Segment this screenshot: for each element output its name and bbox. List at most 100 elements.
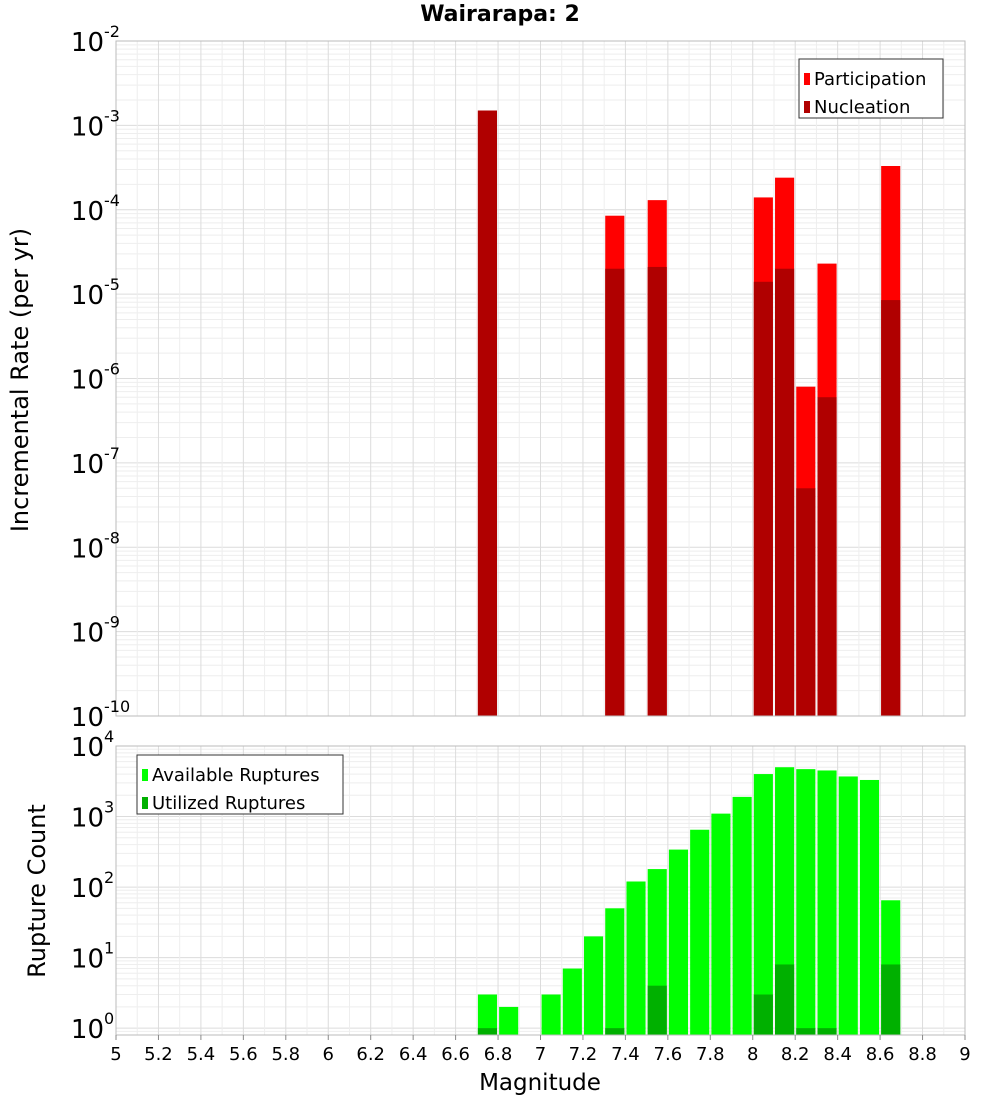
y-tick-base: 10 bbox=[71, 945, 104, 975]
y-tick-base: 10 bbox=[71, 450, 104, 480]
available-ruptures-bar bbox=[711, 813, 731, 1035]
available-ruptures-bar bbox=[732, 796, 752, 1035]
available-ruptures-bar bbox=[753, 774, 773, 1035]
top-legend: Participation Nucleation bbox=[798, 58, 944, 119]
y-tick-exponent: 1 bbox=[104, 939, 114, 958]
legend-swatch bbox=[142, 797, 148, 809]
bottom-legend: Available Ruptures Utilized Ruptures bbox=[136, 754, 344, 815]
y-tick-label: 10 2 bbox=[71, 868, 114, 904]
x-tick-label: 6.6 bbox=[441, 1044, 470, 1065]
y-tick-label: 10 1 bbox=[71, 939, 114, 975]
available-ruptures-bar bbox=[499, 1006, 519, 1035]
y-tick-base: 10 bbox=[71, 534, 104, 564]
x-tick-label: 6.4 bbox=[399, 1044, 428, 1065]
y-tick-exponent: -9 bbox=[104, 613, 120, 632]
y-tick-exponent: 3 bbox=[104, 798, 114, 817]
available-ruptures-bar bbox=[562, 968, 582, 1035]
nucleation-bar bbox=[775, 268, 795, 716]
available-ruptures-bar bbox=[859, 779, 880, 1035]
y-tick-base: 10 bbox=[71, 281, 104, 311]
top-plot-frame bbox=[115, 40, 966, 717]
y-tick-label: 10 -7 bbox=[71, 444, 120, 480]
top-grid bbox=[115, 40, 966, 717]
x-tick-label: 8 bbox=[747, 1044, 758, 1065]
bottom-y-axis-title: Rupture Count bbox=[23, 804, 51, 978]
utilized-ruptures-bar bbox=[881, 964, 901, 1035]
available-ruptures-bar bbox=[605, 908, 625, 1035]
y-tick-base: 10 bbox=[71, 619, 104, 649]
legend-box bbox=[798, 58, 944, 119]
y-tick-label: 10 -3 bbox=[71, 106, 120, 142]
legend-entry: Participation bbox=[814, 69, 926, 90]
available-ruptures-bar bbox=[690, 829, 710, 1035]
available-ruptures-bar bbox=[541, 994, 561, 1035]
available-ruptures-bar bbox=[584, 936, 604, 1035]
y-tick-label: 10 4 bbox=[71, 727, 114, 763]
legend-entry: Available Ruptures bbox=[152, 765, 320, 786]
y-tick-base: 10 bbox=[71, 804, 104, 834]
x-tick-label: 6.2 bbox=[356, 1044, 385, 1065]
x-tick-label: 7.8 bbox=[696, 1044, 725, 1065]
y-tick-label: 10 -2 bbox=[71, 22, 120, 58]
x-tick-label: 9 bbox=[959, 1044, 970, 1065]
y-tick-label: 10 -10 bbox=[71, 697, 130, 733]
x-tick-label: 5.2 bbox=[144, 1044, 173, 1065]
nucleation-bar bbox=[881, 300, 901, 716]
y-tick-base: 10 bbox=[71, 874, 104, 904]
available-ruptures-bar bbox=[817, 770, 837, 1035]
legend-box bbox=[136, 754, 344, 815]
utilized-ruptures-bar bbox=[753, 994, 773, 1035]
y-tick-base: 10 bbox=[71, 366, 104, 396]
nucleation-bar bbox=[817, 397, 837, 716]
legend-swatch bbox=[142, 769, 148, 781]
available-ruptures-bar bbox=[796, 769, 816, 1035]
y-tick-label: 10 0 bbox=[71, 1009, 114, 1045]
x-tick-label: 5.4 bbox=[187, 1044, 216, 1065]
y-tick-label: 10 -4 bbox=[71, 191, 120, 227]
chart-title: Wairarapa: 2 bbox=[420, 2, 580, 27]
x-tick-label: 7 bbox=[535, 1044, 546, 1065]
x-tick-label: 8.2 bbox=[781, 1044, 810, 1065]
x-tick-label: 7.2 bbox=[569, 1044, 598, 1065]
legend-entry: Utilized Ruptures bbox=[152, 793, 305, 814]
y-tick-label: 10 -6 bbox=[71, 360, 120, 396]
available-ruptures-bar bbox=[668, 849, 689, 1035]
x-tick-label: 8.6 bbox=[866, 1044, 895, 1065]
x-axis-title: Magnitude bbox=[479, 1070, 601, 1096]
legend-entry: Nucleation bbox=[814, 97, 910, 118]
y-tick-exponent: -5 bbox=[104, 275, 120, 294]
legend-swatch bbox=[804, 101, 810, 113]
nucleation-bar bbox=[477, 110, 497, 716]
x-tick-label: 8.4 bbox=[823, 1044, 852, 1065]
x-tick-label: 5.8 bbox=[271, 1044, 300, 1065]
utilized-ruptures-bar bbox=[605, 1028, 625, 1035]
x-tick-label: 6 bbox=[323, 1044, 334, 1065]
bottom-x-ticks: 5 5.2 5.4 5.6 5.8 6 6.2 6.4 6.6 6.8 7 7.2 7.4 7.6 7.8 8… bbox=[110, 1035, 971, 1065]
y-tick-base: 10 bbox=[71, 112, 104, 142]
y-tick-label: 10 -9 bbox=[71, 613, 120, 649]
y-tick-exponent: -6 bbox=[104, 360, 120, 379]
y-tick-exponent: -10 bbox=[104, 697, 130, 716]
nucleation-bar bbox=[647, 266, 667, 716]
x-tick-label: 7.6 bbox=[654, 1044, 683, 1065]
legend-swatch bbox=[804, 73, 810, 85]
available-ruptures-bar bbox=[477, 994, 497, 1035]
y-tick-exponent: -4 bbox=[104, 191, 120, 210]
utilized-ruptures-bar bbox=[775, 964, 795, 1035]
y-tick-base: 10 bbox=[71, 703, 104, 733]
available-ruptures-bar bbox=[838, 776, 858, 1035]
y-tick-label: 10 -8 bbox=[71, 528, 120, 564]
y-tick-base: 10 bbox=[71, 1015, 104, 1045]
top-y-axis-title: Incremental Rate (per yr) bbox=[6, 228, 34, 532]
utilized-ruptures-bar bbox=[477, 1028, 497, 1035]
x-tick-label: 5 bbox=[110, 1044, 121, 1065]
nucleation-bar bbox=[605, 268, 625, 716]
nucleation-bar bbox=[796, 488, 816, 716]
utilized-ruptures-bar bbox=[817, 1028, 837, 1035]
y-tick-label: 10 3 bbox=[71, 798, 114, 834]
x-tick-label: 6.8 bbox=[484, 1044, 513, 1065]
y-tick-exponent: -8 bbox=[104, 528, 120, 547]
